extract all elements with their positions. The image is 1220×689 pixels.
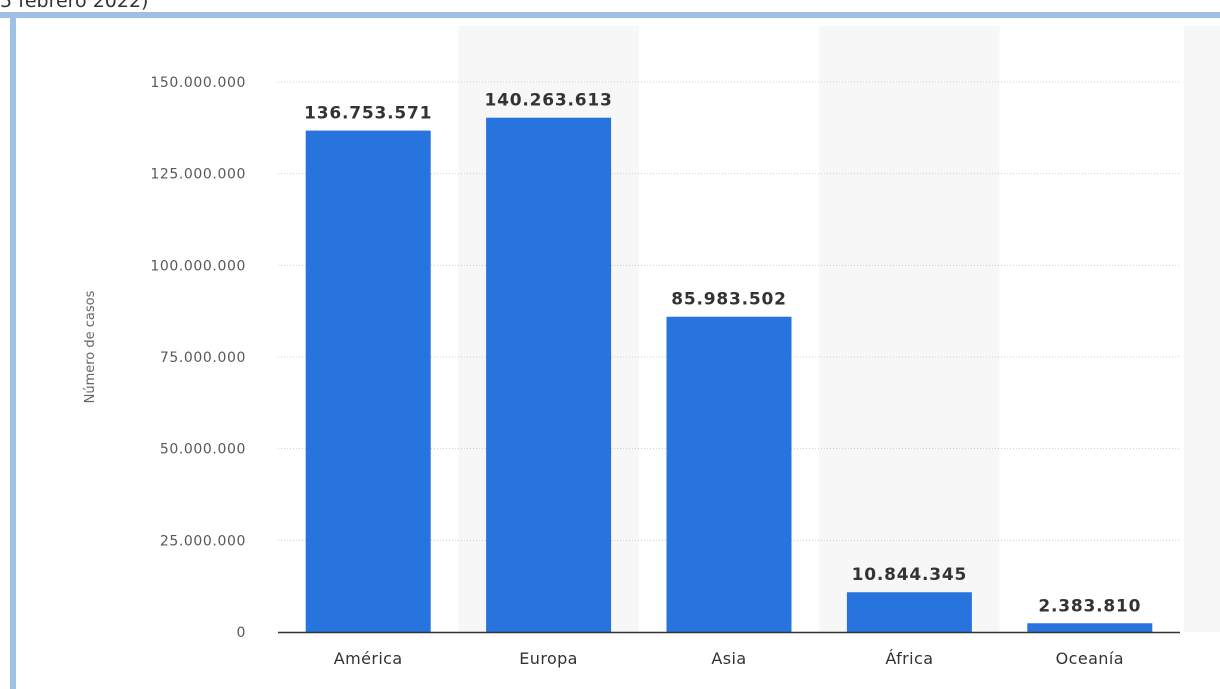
- y-axis-ticks: 0 25.000.000 50.000.000 75.000.000 100.000.0…: [150, 75, 246, 641]
- band-3: [819, 26, 1000, 632]
- bar-0[interactable]: [305, 130, 431, 632]
- y-tick-label: 150.000.000: [150, 75, 246, 91]
- x-tick-label: América: [334, 649, 403, 668]
- bar-1[interactable]: [486, 117, 612, 633]
- caption-fragment: 5 febrero 2022): [0, 0, 149, 12]
- bars: [305, 117, 1153, 633]
- value-label: 2.383.810: [1038, 596, 1141, 616]
- y-tick-label: 100.000.000: [150, 258, 246, 274]
- x-tick-label: África: [885, 649, 933, 668]
- y-tick-label: 0: [236, 625, 246, 641]
- x-tick-label: Asia: [711, 649, 746, 668]
- x-axis-labels: América Europa Asia África Oceanía: [334, 649, 1124, 668]
- value-label: 136.753.571: [304, 104, 432, 124]
- band-edge: [1184, 26, 1220, 632]
- bar-2[interactable]: [666, 316, 792, 632]
- y-tick-label: 75.000.000: [160, 350, 246, 366]
- frame-top-border: [0, 12, 1220, 18]
- bar-4[interactable]: [1027, 623, 1153, 632]
- value-label: 140.263.613: [485, 91, 613, 111]
- chart-container: 0 25.000.000 50.000.000 75.000.000 100.000.0…: [16, 18, 1220, 689]
- x-tick-label: Oceanía: [1056, 649, 1124, 668]
- y-axis-title: Número de casos: [83, 290, 98, 403]
- value-label: 10.844.345: [852, 565, 968, 585]
- frame-left-border: [10, 12, 16, 689]
- y-tick-label: 125.000.000: [150, 167, 246, 183]
- y-tick-label: 25.000.000: [160, 533, 246, 549]
- value-labels: 136.753.571 140.263.613 85.983.502 10.844.3…: [304, 91, 1141, 617]
- bar-chart: 0 25.000.000 50.000.000 75.000.000 100.000.0…: [83, 26, 1220, 668]
- bar-3[interactable]: [846, 592, 972, 632]
- y-tick-label: 50.000.000: [160, 442, 246, 458]
- value-label: 85.983.502: [671, 290, 787, 310]
- x-tick-label: Europa: [519, 649, 578, 668]
